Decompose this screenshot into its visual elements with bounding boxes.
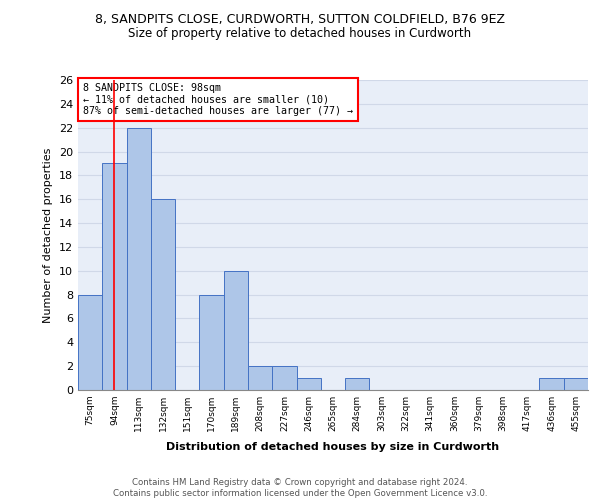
Bar (296, 378, 321, 390)
Bar (224, 271, 248, 390)
Bar (151, 199, 175, 390)
Bar (199, 294, 224, 390)
Text: Contains HM Land Registry data © Crown copyright and database right 2024.
Contai: Contains HM Land Registry data © Crown c… (113, 478, 487, 498)
Bar (564, 378, 588, 390)
Text: 8 SANDPITS CLOSE: 98sqm
← 11% of detached houses are smaller (10)
87% of semi-de: 8 SANDPITS CLOSE: 98sqm ← 11% of detache… (83, 83, 353, 116)
Bar (248, 366, 272, 390)
Text: Distribution of detached houses by size in Curdworth: Distribution of detached houses by size … (166, 442, 500, 452)
Bar (78, 294, 102, 390)
Bar (539, 378, 564, 390)
Bar (272, 366, 296, 390)
Text: Size of property relative to detached houses in Curdworth: Size of property relative to detached ho… (128, 28, 472, 40)
Y-axis label: Number of detached properties: Number of detached properties (43, 148, 53, 322)
Bar (345, 378, 370, 390)
Bar (127, 128, 151, 390)
Text: 8, SANDPITS CLOSE, CURDWORTH, SUTTON COLDFIELD, B76 9EZ: 8, SANDPITS CLOSE, CURDWORTH, SUTTON COL… (95, 12, 505, 26)
Bar (102, 164, 127, 390)
